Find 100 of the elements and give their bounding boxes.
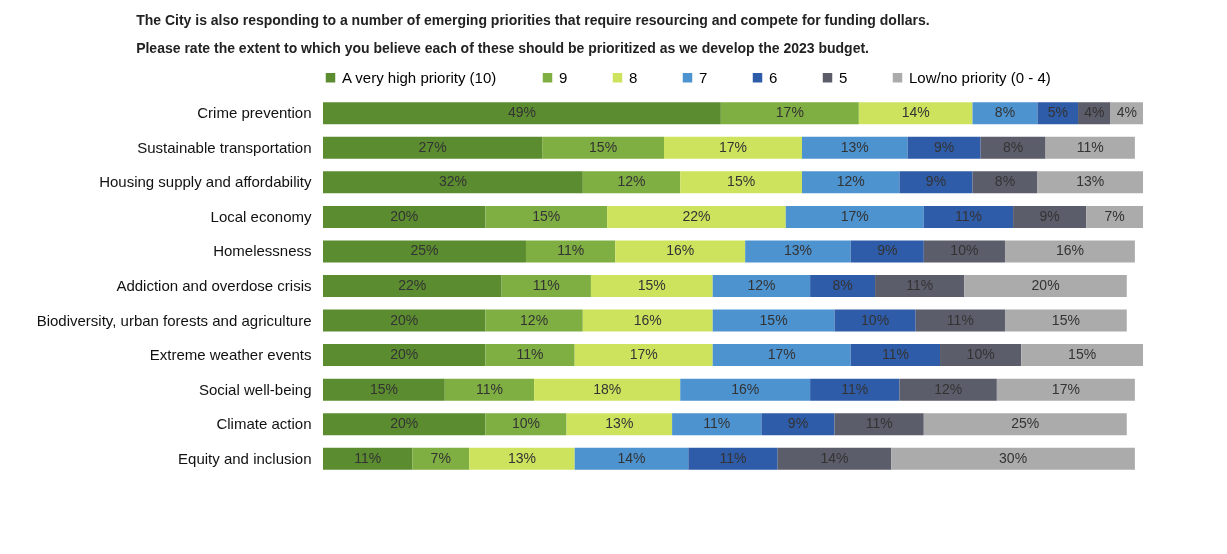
bar xyxy=(915,309,1005,332)
data-label: 25% xyxy=(410,242,439,259)
data-label: 15% xyxy=(369,380,398,397)
data-label: 13% xyxy=(605,415,634,432)
bar xyxy=(615,240,746,263)
data-label: 9% xyxy=(787,415,809,432)
bar xyxy=(712,275,811,297)
data-label: 10% xyxy=(966,346,995,363)
data-label: 20% xyxy=(1031,277,1060,293)
data-label: 13% xyxy=(1076,173,1105,190)
data-label: 17% xyxy=(775,104,804,121)
data-label: 17% xyxy=(840,207,869,224)
data-label: 20% xyxy=(390,311,419,328)
data-label: 4% xyxy=(1116,104,1137,121)
bar xyxy=(712,344,851,367)
data-label: 12% xyxy=(836,173,865,190)
data-label: 9% xyxy=(933,138,955,155)
bar xyxy=(996,378,1135,401)
bar xyxy=(891,447,1135,470)
bar xyxy=(582,309,713,332)
bar xyxy=(574,344,713,367)
data-label: 15% xyxy=(727,173,756,190)
data-label: 14% xyxy=(820,449,849,466)
bar xyxy=(923,205,1014,228)
data-label: 9% xyxy=(925,173,947,190)
y-tick-label: Biodiversity, urban forests and agriculture xyxy=(36,311,312,329)
data-label: 11% xyxy=(1076,138,1104,155)
bar xyxy=(574,447,689,470)
legend-label: 6 xyxy=(769,68,778,86)
data-label: 25% xyxy=(1011,415,1040,432)
data-label: 15% xyxy=(1068,346,1097,363)
bar xyxy=(525,240,616,263)
bar xyxy=(720,102,859,125)
data-label: 11% xyxy=(954,207,982,224)
y-tick-label: Homelessness xyxy=(213,242,312,260)
data-label: 11% xyxy=(946,311,974,328)
bar xyxy=(672,413,762,436)
data-label: 11% xyxy=(841,380,869,397)
data-label: 17% xyxy=(767,346,796,363)
legend-label: A very high priority (10) xyxy=(342,68,497,86)
bar xyxy=(485,413,567,436)
data-label: 10% xyxy=(950,242,979,259)
data-label: 13% xyxy=(507,449,536,466)
bar xyxy=(680,378,811,401)
data-label: 32% xyxy=(438,173,467,190)
data-label: 12% xyxy=(747,277,776,293)
bar xyxy=(834,413,924,436)
data-label: 16% xyxy=(1055,242,1084,259)
bar xyxy=(745,240,851,263)
bar xyxy=(899,171,973,194)
data-label: 11% xyxy=(906,277,934,293)
bar xyxy=(485,205,608,228)
data-label: 8% xyxy=(832,277,853,293)
bar xyxy=(875,275,965,297)
data-label: 17% xyxy=(629,346,658,363)
bar xyxy=(907,136,981,159)
data-label: 9% xyxy=(1039,207,1060,224)
bar xyxy=(964,275,1127,297)
data-label: 18% xyxy=(593,380,622,397)
data-label: 9% xyxy=(877,242,898,259)
bar xyxy=(607,205,786,228)
bar xyxy=(582,171,681,194)
bar xyxy=(850,344,941,367)
bar xyxy=(534,378,681,401)
data-label: 7% xyxy=(1104,207,1125,224)
data-label: 30% xyxy=(999,449,1028,466)
bar xyxy=(1013,205,1087,228)
bar xyxy=(323,102,721,125)
bar xyxy=(323,378,445,401)
bar xyxy=(412,447,470,470)
bar xyxy=(810,275,876,297)
data-label: 15% xyxy=(532,207,561,224)
data-label: 8% xyxy=(994,104,1016,121)
data-label: 20% xyxy=(390,207,419,224)
bar xyxy=(323,240,526,263)
bar xyxy=(1045,136,1135,159)
data-label: 11% xyxy=(516,346,544,363)
y-tick-label: Local economy xyxy=(210,207,312,225)
bar xyxy=(923,413,1127,436)
data-label: 49% xyxy=(507,104,536,121)
bar xyxy=(485,344,575,367)
bar xyxy=(501,275,591,297)
data-label: 11% xyxy=(354,449,382,466)
bar xyxy=(323,344,486,367)
bar xyxy=(566,413,673,436)
data-label: 15% xyxy=(637,277,666,293)
bar xyxy=(923,240,1005,263)
y-tick-label: Crime prevention xyxy=(197,104,312,122)
data-label: 11% xyxy=(703,415,731,432)
bar xyxy=(323,413,486,436)
data-label: 20% xyxy=(390,415,419,432)
bar xyxy=(858,102,973,125)
bar xyxy=(834,309,916,332)
bar xyxy=(850,240,924,263)
bar xyxy=(1004,309,1127,332)
data-label: 11% xyxy=(719,449,747,466)
bar xyxy=(323,136,543,159)
legend-label: 8 xyxy=(629,68,638,86)
bar xyxy=(542,136,664,159)
data-label: 12% xyxy=(617,173,646,190)
